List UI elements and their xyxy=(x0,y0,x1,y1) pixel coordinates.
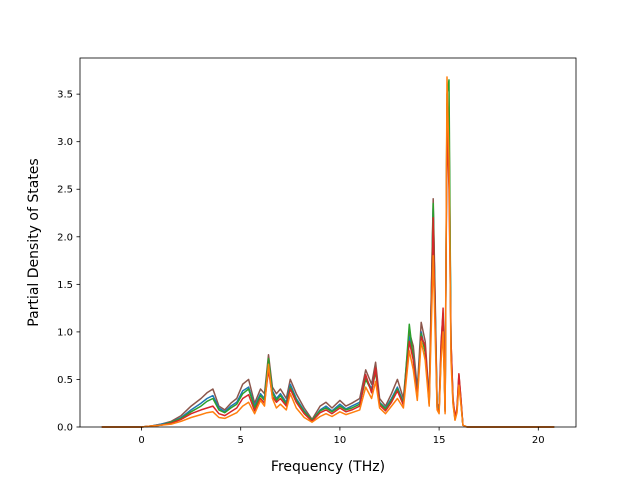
x-axis-title: Frequency (THz) xyxy=(271,459,385,475)
x-tick-label: 20 xyxy=(532,435,545,446)
y-tick-label: 1.5 xyxy=(57,280,73,291)
y-axis-title: Partial Density of States xyxy=(26,158,42,326)
y-tick-label: 3.5 xyxy=(57,90,73,101)
x-tick-label: 15 xyxy=(433,435,446,446)
series-layer xyxy=(101,76,555,428)
y-tick-label: 2.5 xyxy=(57,185,73,196)
x-tick-label: 10 xyxy=(334,435,347,446)
y-tick-label: 3.0 xyxy=(57,137,73,148)
y-tick-label: 1.0 xyxy=(57,327,73,338)
y-tick-label: 0.5 xyxy=(57,375,73,386)
y-tick-label: 0.0 xyxy=(57,423,73,434)
y-tick-label: 2.0 xyxy=(57,232,73,243)
y-axis-ticks: 0.0 0.5 1.0 1.5 2.0 2.5 3.0 3.5 xyxy=(57,90,80,434)
series-line-5 xyxy=(101,76,555,428)
x-tick-label: 0 xyxy=(138,435,144,446)
plot-frame xyxy=(79,57,577,428)
x-axis-ticks: 0 5 10 15 20 xyxy=(138,427,545,446)
x-tick-label: 5 xyxy=(238,435,244,446)
